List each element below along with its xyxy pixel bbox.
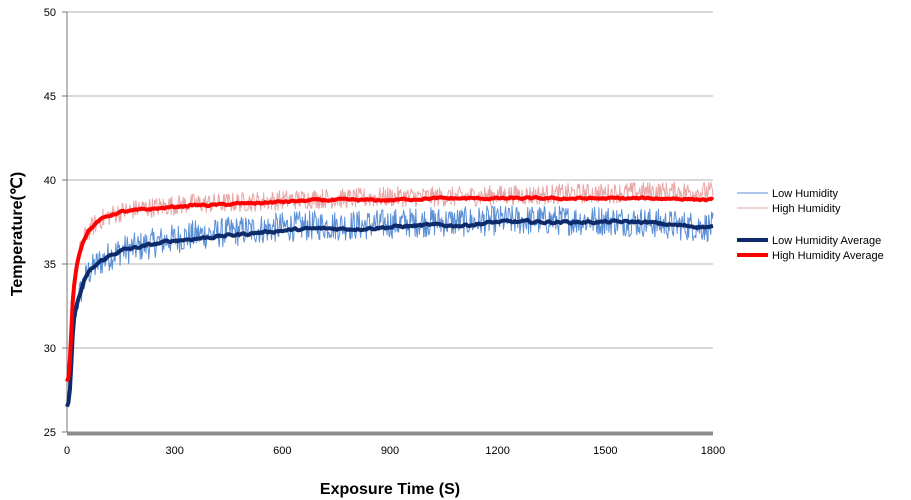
- legend-label-1: Low Humidity: [772, 188, 839, 200]
- x-axis-title: Exposure Time (S): [320, 481, 460, 498]
- legend-label-3: Low Humidity Average: [772, 235, 881, 247]
- series-line-3: [65, 218, 714, 408]
- series-line-4: [65, 195, 715, 383]
- y-axis-title: Temperature(℃): [9, 172, 26, 296]
- x-tick-label: 1500: [593, 445, 617, 457]
- x-tick-label: 1800: [701, 445, 725, 457]
- x-tick-labels: 0 300 600 900 1200 1500 1800: [64, 445, 725, 457]
- legend-label-4: High Humidity Average: [772, 250, 884, 262]
- series-lines: [65, 181, 715, 408]
- x-tick-label: 1200: [485, 445, 509, 457]
- x-tick-label: 600: [273, 445, 291, 457]
- x-tick-label: 0: [64, 445, 70, 457]
- y-tick-label: 50: [44, 7, 56, 19]
- x-tick-label: 900: [381, 445, 399, 457]
- series-line-1: [66, 205, 714, 407]
- legend: Low Humidity High Humidity Low Humidity Av…: [737, 188, 884, 262]
- series-line-2: [66, 181, 714, 381]
- y-tick-label: 40: [44, 175, 56, 187]
- grid-lines: [62, 11, 713, 433]
- x-tick-label: 300: [165, 445, 183, 457]
- y-tick-label: 35: [44, 259, 56, 271]
- y-tick-label: 30: [44, 343, 56, 355]
- legend-label-2: High Humidity: [772, 203, 841, 215]
- y-tick-label: 25: [44, 427, 56, 439]
- y-tick-label: 45: [44, 91, 56, 103]
- y-tick-labels: 25 30 35 40 45 50: [44, 7, 56, 439]
